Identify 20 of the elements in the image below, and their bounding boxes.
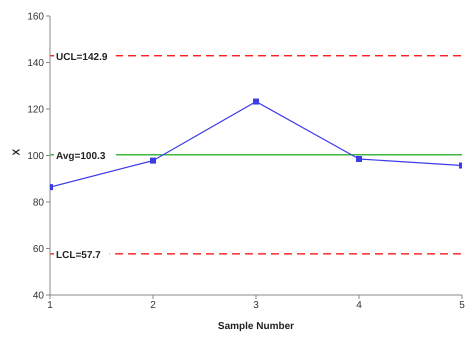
ref-line-label: Avg=100.3 (56, 150, 106, 162)
x-tick-label: 5 (459, 300, 466, 312)
ref-line-label: LCL=57.7 (56, 250, 102, 261)
y-tick-label: 60 (32, 244, 44, 256)
x-tick-label: 3 (253, 300, 260, 312)
point (356, 156, 362, 162)
y-tick-label: 140 (27, 58, 44, 70)
x-axis-title: Sample Number (218, 321, 294, 332)
point (150, 158, 156, 164)
x-tick-label: 1 (47, 300, 54, 312)
point (253, 98, 259, 105)
y-tick-label: 120 (27, 104, 44, 116)
y-tick-label: 160 (27, 12, 44, 23)
y-tick-label: 40 (32, 290, 44, 302)
y-tick-label: 80 (32, 198, 44, 209)
ref-line-label: UCL=142.9 (56, 52, 108, 63)
x-tick-label: 2 (150, 300, 156, 312)
y-axis-title: X (12, 148, 23, 156)
y-tick-label: 100 (27, 151, 44, 162)
x-tick-label: 4 (356, 300, 362, 312)
